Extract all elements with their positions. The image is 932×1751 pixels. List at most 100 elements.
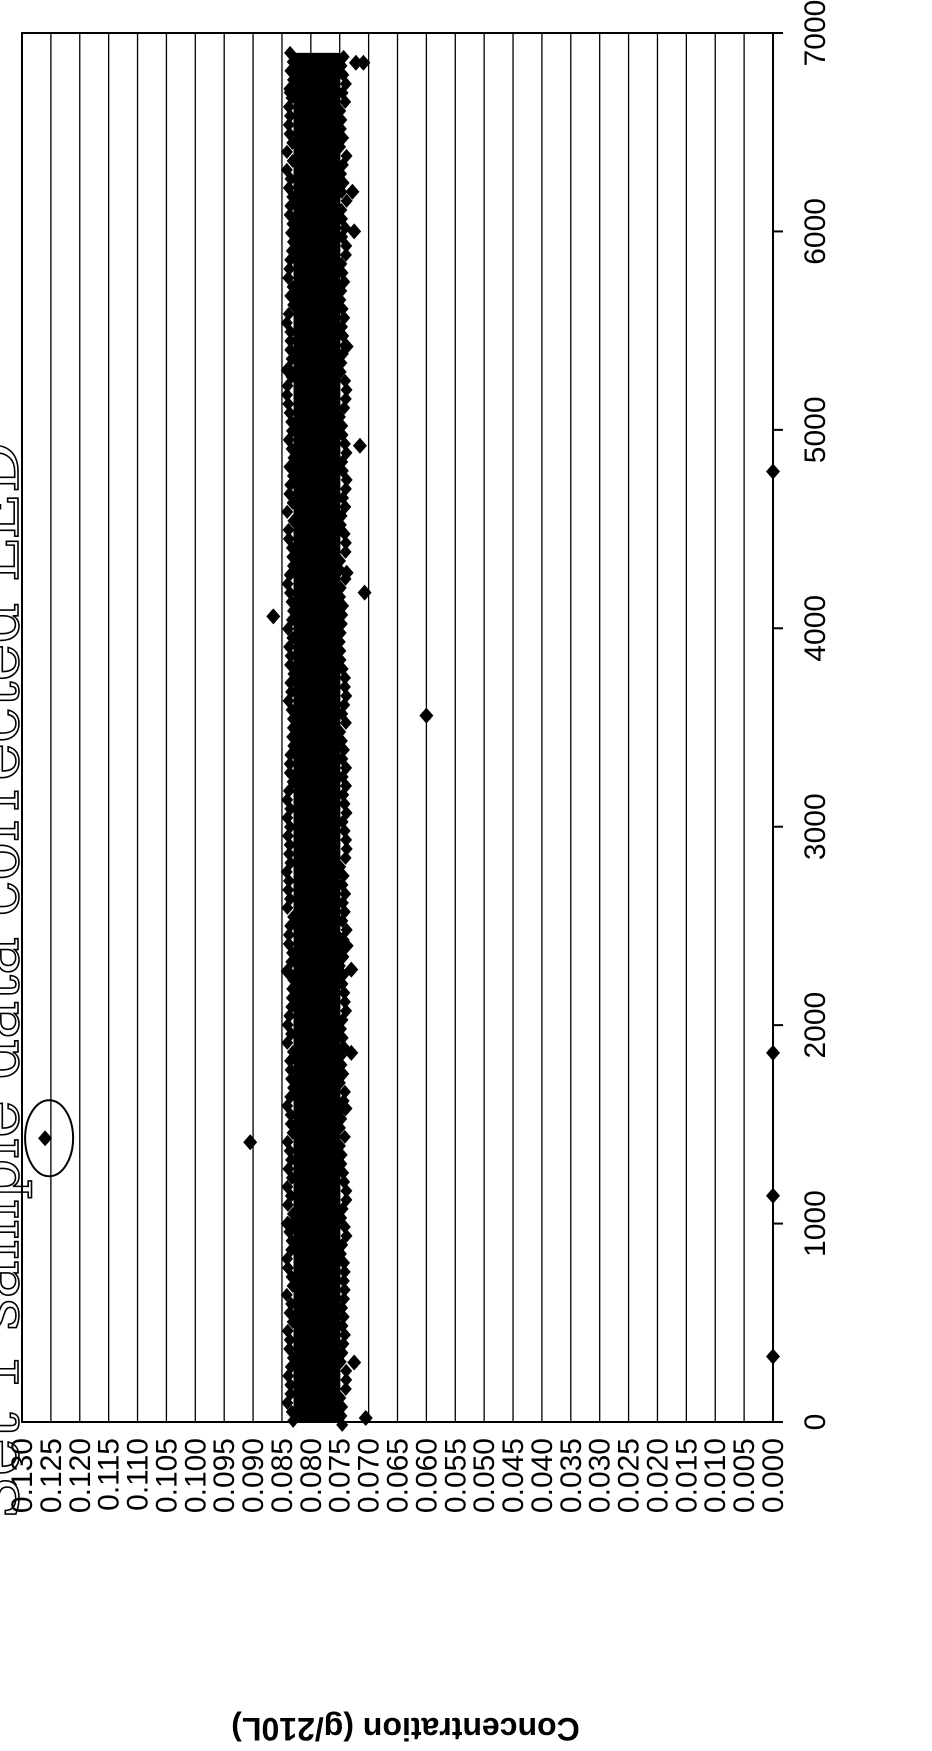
- data-band-edge-point: [284, 252, 297, 267]
- data-band-edge-point: [287, 297, 300, 312]
- data-band-edge-point: [284, 342, 297, 357]
- data-band-edge-point: [284, 747, 297, 762]
- data-band-edge-point: [335, 202, 348, 217]
- data-band-edge-point: [282, 783, 295, 798]
- data-band-edge-point: [334, 643, 347, 658]
- data-band-edge-point: [337, 1309, 350, 1324]
- data-band-edge-point: [338, 1327, 351, 1342]
- data-band-edge-point: [282, 927, 295, 942]
- y-tick-label: 0.065: [382, 1438, 415, 1513]
- y-tick-label: 0.060: [410, 1438, 443, 1513]
- data-point: [38, 1130, 53, 1147]
- data-band-edge-point: [335, 1111, 348, 1126]
- data-band-edge-point: [283, 1008, 296, 1023]
- data-band-edge-point: [334, 139, 347, 154]
- data-band-edge-point: [281, 504, 294, 519]
- data-band-edge-point: [284, 1062, 297, 1077]
- y-tick-label: 0.010: [699, 1438, 732, 1513]
- data-point: [419, 707, 434, 724]
- data-points: [24, 54, 780, 1427]
- data-point: [338, 1100, 353, 1117]
- data-band-edge-point: [283, 261, 296, 276]
- data-band-edge-point: [286, 945, 299, 960]
- y-tick-label: 0.130: [6, 1438, 39, 1513]
- data-band-edge-point: [285, 990, 298, 1005]
- data-point: [280, 1215, 295, 1232]
- data-band-edge-point: [334, 1021, 347, 1036]
- data-band-edge-point: [340, 841, 353, 856]
- x-tick-label: 3000: [799, 793, 832, 860]
- data-band-edge-point: [286, 549, 299, 564]
- data-band-edge-point: [286, 234, 299, 249]
- data-band-edge-point: [339, 391, 352, 406]
- data-point: [243, 1134, 258, 1151]
- y-tick-label: 0.120: [64, 1438, 97, 1513]
- data-band-edge-point: [338, 985, 351, 1000]
- data-point: [348, 54, 363, 71]
- data-band-edge-point: [284, 198, 297, 213]
- data-band-edge-point: [339, 535, 352, 550]
- data-band-edge-point: [336, 319, 349, 334]
- data-band-edge-point: [339, 94, 352, 109]
- x-tick-label: 0: [799, 1414, 832, 1431]
- data-band-edge-point: [335, 355, 348, 370]
- data-point: [344, 961, 359, 978]
- data-band-edge-point: [286, 729, 299, 744]
- data-band-edge-point: [338, 436, 351, 451]
- data-band-edge-point: [339, 850, 352, 865]
- data-band-edge-point: [284, 648, 297, 663]
- data-band-edge-point: [336, 1345, 349, 1360]
- data-band-edge-point: [336, 454, 349, 469]
- data-band-edge-point: [337, 787, 350, 802]
- axes: [21, 32, 783, 1423]
- data-band-edge-point: [334, 580, 347, 595]
- data-point: [280, 362, 295, 379]
- data-band-edge-point: [281, 378, 294, 393]
- data-band-edge-point: [283, 1332, 296, 1347]
- data-point: [283, 84, 298, 101]
- data-band-edge-point: [285, 1170, 298, 1185]
- data-band-edge-point: [282, 522, 295, 537]
- data-band-edge-point: [340, 238, 353, 253]
- data-band-edge-point: [338, 994, 351, 1009]
- data-band-edge-point: [283, 405, 296, 420]
- y-tick-label: 0.095: [208, 1438, 241, 1513]
- y-axis-title: Concentration (g/210L): [231, 1711, 579, 1747]
- data-band-edge-point: [333, 634, 346, 649]
- x-tick-label: 6000: [799, 198, 832, 265]
- data-point: [344, 1044, 359, 1061]
- y-tick-label: 0.000: [757, 1438, 790, 1513]
- data-band-edge-point: [333, 1120, 346, 1135]
- data-point: [347, 223, 362, 240]
- data-band-edge-point: [336, 913, 349, 928]
- data-band-edge-point: [282, 99, 295, 114]
- plot-frame: [21, 32, 774, 1423]
- data-band-edge-point: [286, 1278, 299, 1293]
- data-band-edge-point: [283, 846, 296, 861]
- data-band-edge-point: [336, 1012, 349, 1027]
- x-tick-labels: 0 1000 2000 3000 4000 5000 6000 7000: [799, 0, 832, 1430]
- y-tick-label: 0.045: [497, 1438, 530, 1513]
- data-band-edge-point: [336, 607, 349, 622]
- data-band-edge-point: [284, 675, 297, 690]
- data-band-edge-point: [336, 1399, 349, 1414]
- data-band-edge-point: [283, 1143, 296, 1158]
- y-tick-label: 0.005: [728, 1438, 761, 1513]
- data-band-edge-point: [283, 639, 296, 654]
- y-tick-labels: 0.1300.1250.1200.1150.1100.1050.1000.095…: [6, 1438, 790, 1513]
- data-band-edge-point: [284, 585, 297, 600]
- data-band-edge-point: [285, 594, 298, 609]
- x-tick-label: 2000: [799, 992, 832, 1059]
- data-point: [280, 963, 295, 980]
- data-band-edge-point: [339, 1381, 352, 1396]
- data-band-edge-point: [281, 621, 294, 636]
- y-tick-label: 0.040: [526, 1438, 559, 1513]
- data-band-edge-point: [335, 256, 348, 271]
- data-point: [345, 183, 360, 200]
- data-band-edge-point: [282, 396, 295, 411]
- data-band-edge-point: [287, 603, 300, 618]
- handwritten-annotation: Set 1 sample data corrected LED: [0, 441, 35, 1521]
- data-band-edge-point: [338, 1264, 351, 1279]
- circled-outlier-mark: [24, 1099, 75, 1178]
